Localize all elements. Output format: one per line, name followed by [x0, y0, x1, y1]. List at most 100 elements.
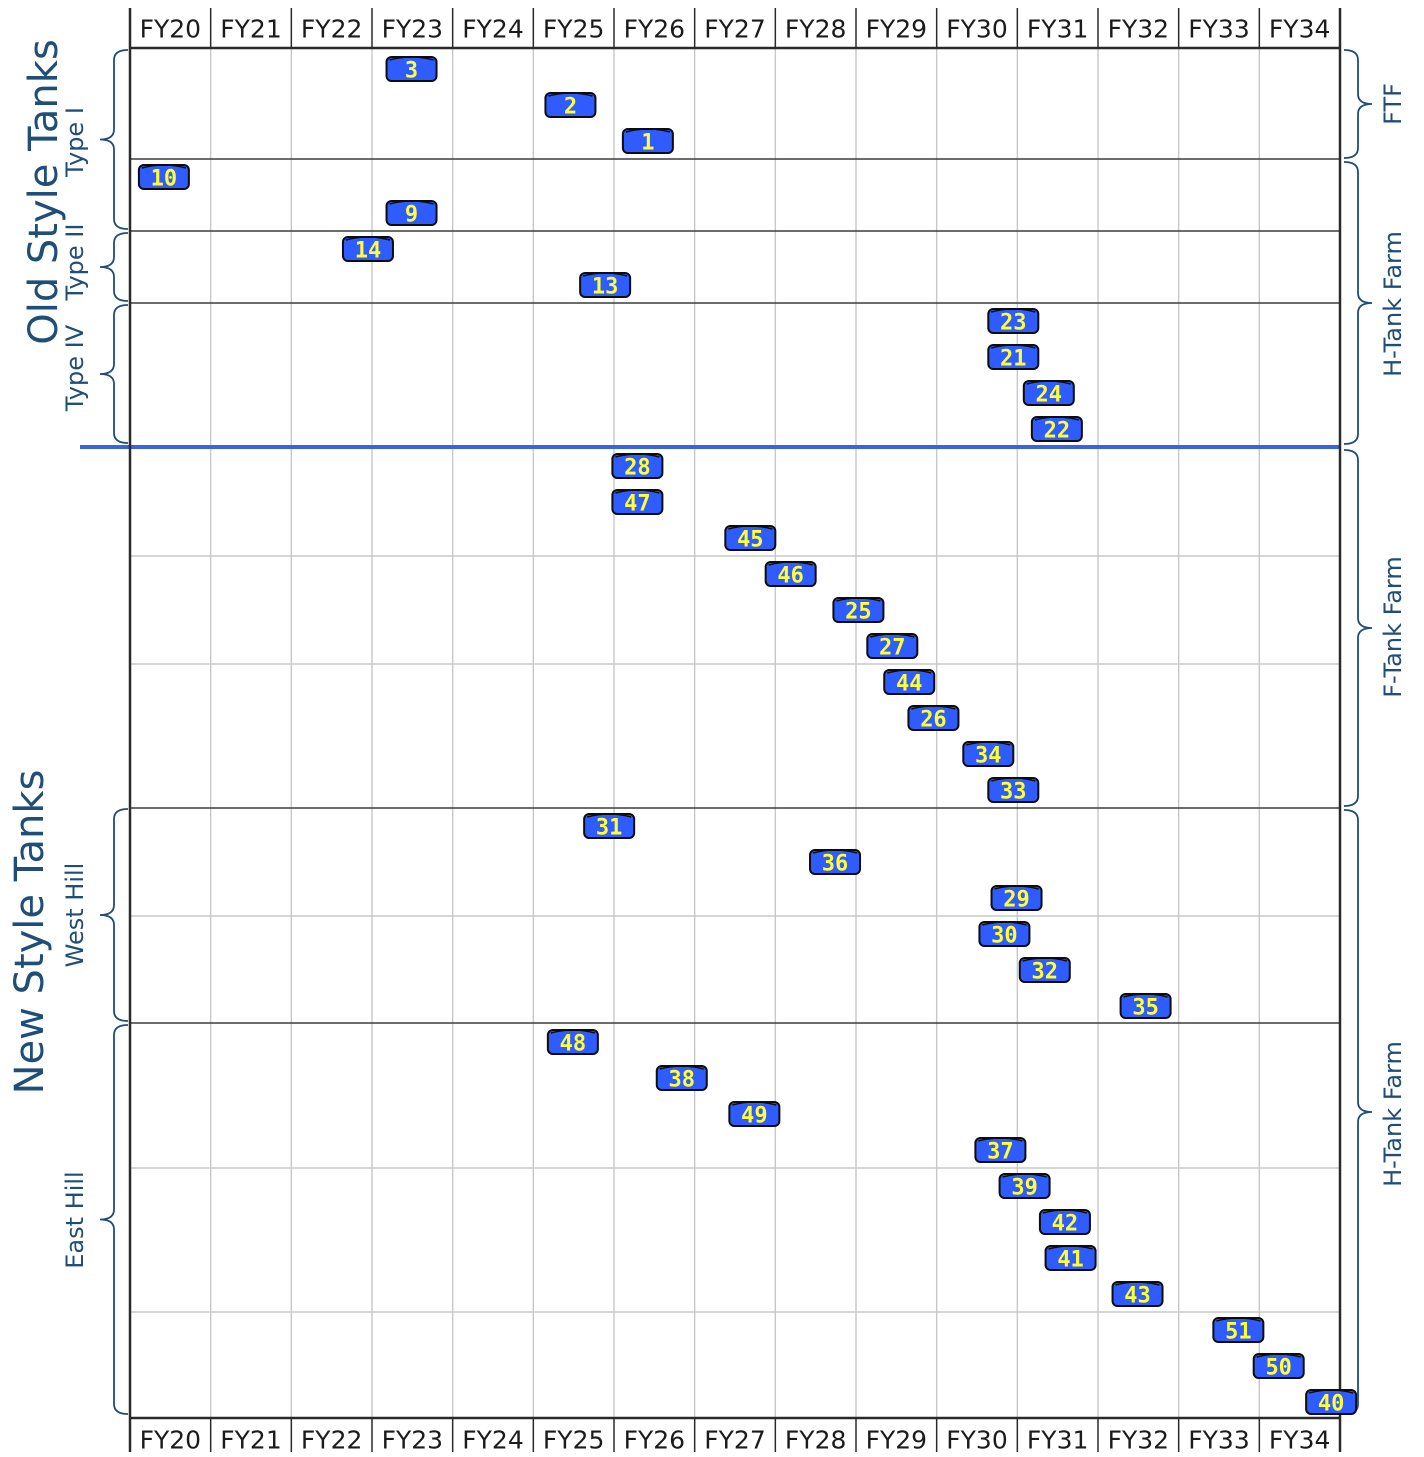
fy-header-bottom-label: FY34	[1269, 1426, 1330, 1455]
fy-header-bottom-label: FY28	[785, 1426, 846, 1455]
tank-number-label: 2	[564, 95, 577, 120]
tank-21: 21	[987, 344, 1040, 372]
fy-header-bottom-label: FY33	[1188, 1426, 1249, 1455]
tank-top-rim	[550, 1029, 596, 1034]
farm-label-h-tank-old: H-Tank Farm	[1379, 231, 1407, 377]
brace	[1343, 49, 1373, 159]
tank-top-rim	[1034, 416, 1080, 421]
tank-9: 9	[385, 200, 438, 228]
tank-top-rim	[966, 741, 1011, 746]
tank-top-rim	[582, 272, 628, 277]
tank-number-label: 1	[641, 131, 654, 156]
fy-header-bottom-label: FY25	[543, 1426, 604, 1455]
tank-top-rim	[870, 633, 915, 638]
tank-26: 26	[907, 705, 960, 733]
tank-top-rim	[991, 344, 1036, 349]
tank-number-label: 28	[624, 456, 651, 481]
tank-38: 38	[655, 1065, 708, 1093]
tank-top-rim	[1256, 1353, 1301, 1358]
tank-14: 14	[341, 236, 394, 264]
tank-number-label: 47	[624, 492, 651, 517]
fy-header-top-label: FY21	[220, 15, 281, 44]
brace	[1343, 449, 1373, 807]
tank-top-rim	[728, 525, 773, 530]
fy-header-bottom-label: FY20	[140, 1426, 201, 1455]
fy-header-top-label: FY27	[704, 15, 765, 44]
tank-50: 50	[1252, 1353, 1305, 1381]
tank-33: 33	[987, 777, 1040, 805]
tank-number-label: 45	[737, 528, 764, 553]
tank-top-rim	[1123, 993, 1168, 998]
tank-39: 39	[998, 1173, 1051, 1201]
tank-10: 10	[137, 164, 190, 192]
tank-top-rim	[659, 1065, 704, 1070]
tank-49: 49	[728, 1101, 781, 1129]
tank-48: 48	[546, 1029, 599, 1057]
tank-40: 40	[1305, 1389, 1358, 1417]
tank-top-rim	[1002, 1173, 1047, 1178]
fy-header-bottom-label: FY32	[1108, 1426, 1169, 1455]
tank-number-label: 48	[560, 1032, 587, 1057]
fy-header-top-label: FY26	[624, 15, 685, 44]
subgroup-label-west-hill: West Hill	[61, 863, 89, 968]
tank-number-label: 25	[845, 600, 872, 625]
section-dividers	[80, 158, 1340, 1024]
tank-top-rim	[732, 1101, 777, 1106]
tank-51: 51	[1212, 1317, 1265, 1345]
subgroup-label-type2: Type II	[61, 224, 89, 302]
tank-top-rim	[1308, 1389, 1354, 1394]
tank-markers: 3211091413232124222847454625274426343331…	[137, 56, 1358, 1417]
tank-top-rim	[1022, 957, 1067, 962]
farm-label-ftf: FTF	[1379, 83, 1407, 125]
tank-top-rim	[887, 669, 932, 674]
tank-top-rim	[836, 597, 881, 602]
brace	[99, 304, 129, 444]
tank-30: 30	[978, 921, 1031, 949]
fy-header-bottom-label: FY30	[946, 1426, 1007, 1455]
farm-label-f-tank: F-Tank Farm	[1379, 556, 1407, 698]
tank-number-label: 32	[1032, 960, 1059, 985]
fy-header-top-label: FY24	[462, 15, 523, 44]
tank-top-rim	[389, 56, 434, 61]
tank-23: 23	[987, 308, 1040, 336]
fy-header-top-label: FY30	[946, 15, 1007, 44]
tank-number-label: 29	[1003, 888, 1030, 913]
fy-header-top-label: FY20	[140, 15, 201, 44]
tank-number-label: 39	[1011, 1176, 1038, 1201]
tank-number-label: 51	[1225, 1320, 1252, 1345]
brace	[99, 49, 129, 230]
tank-number-label: 36	[822, 852, 849, 877]
group-braces	[99, 49, 1373, 1415]
tank-37: 37	[974, 1137, 1027, 1165]
tank-42: 42	[1038, 1209, 1091, 1237]
tank-top-rim	[345, 236, 391, 241]
tank-41: 41	[1044, 1245, 1097, 1273]
tank-number-label: 42	[1052, 1212, 1079, 1237]
tank-2: 2	[544, 92, 597, 120]
tank-45: 45	[724, 525, 777, 553]
tank-number-label: 46	[777, 564, 804, 589]
tank-top-rim	[615, 453, 660, 458]
fy-header-top-label: FY25	[543, 15, 604, 44]
tank-top-rim	[625, 128, 671, 133]
tank-31: 31	[583, 813, 636, 841]
tank-top-rim	[1216, 1317, 1261, 1322]
tank-top-rim	[978, 1137, 1023, 1142]
tank-number-label: 35	[1132, 996, 1159, 1021]
tank-number-label: 13	[592, 275, 619, 300]
tank-27: 27	[866, 633, 919, 661]
tank-35: 35	[1119, 993, 1172, 1021]
tank-top-rim	[991, 308, 1036, 313]
tank-number-label: 49	[741, 1104, 768, 1129]
tank-top-rim	[389, 200, 434, 205]
fy-header-top-label: FY33	[1188, 15, 1249, 44]
fy-header-top-label: FY34	[1269, 15, 1330, 44]
tank-22: 22	[1030, 416, 1083, 444]
fy-header-bottom-label: FY31	[1027, 1426, 1088, 1455]
subgroup-label-east-hill: East Hill	[61, 1171, 89, 1268]
fy-header-bottom: FY20 FY21 FY22 FY23 FY24 FY25 FY26 FY27 FY28 FY29…	[140, 1418, 1330, 1455]
group-label-new-style: New Style Tanks	[7, 770, 53, 1095]
brace	[1343, 161, 1373, 445]
brace	[99, 808, 129, 1022]
